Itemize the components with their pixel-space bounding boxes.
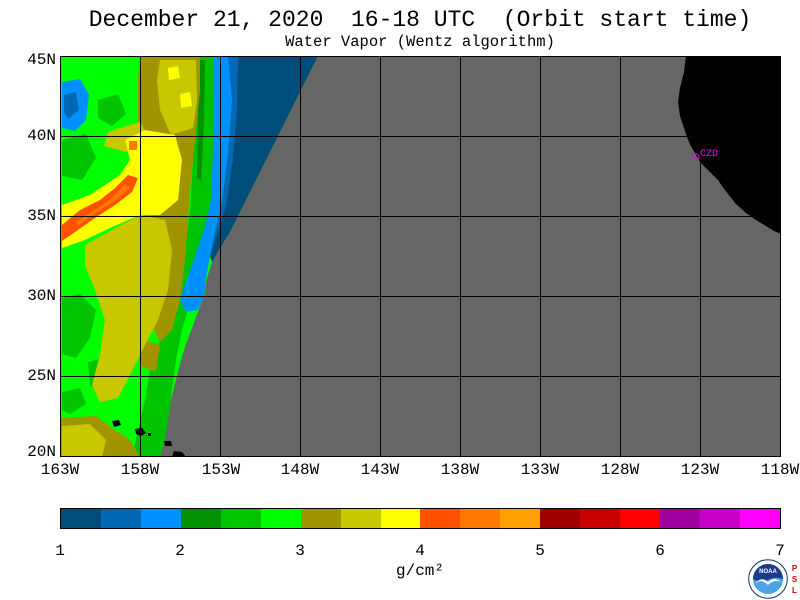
lon-label-123w: 123W [680,461,720,479]
water-vapor-field [60,56,318,457]
lon-label-143w: 143W [360,461,400,479]
colorbar-segment [380,509,421,528]
lon-label-128w: 128W [600,461,640,479]
map-subtitle: Water Vapor (Wentz algorithm) [285,33,555,51]
colorbar-segment [580,509,621,528]
island [172,451,186,457]
colorbar-label: 2 [175,542,185,560]
graticule [60,56,781,457]
water-vapor-region [210,56,240,256]
colorbar-label: 7 [775,542,785,560]
noaa-logo: NOAA [748,559,788,599]
lat-label-25n: 25N [27,367,56,385]
water-vapor-region [62,134,96,180]
water-vapor-region [129,141,137,150]
island [148,433,151,436]
water-vapor-region [180,56,232,312]
colorbar-segment [660,509,700,528]
lon-label-118w: 118W [760,461,800,479]
lon-label-163w: 163W [40,461,80,479]
water-vapor-region [62,294,96,358]
colorbar-segment [61,509,101,528]
colorbar-segment [420,509,461,528]
water-vapor-map: CZD [60,56,781,457]
land-mass [678,56,781,234]
logo-text: NOAA [759,569,777,575]
colorbar-segment [340,509,381,528]
seagull-icon [755,579,781,585]
colorbar-label: 1 [55,542,65,560]
lon-label-148w: 148W [280,461,320,479]
psl-label: PSL [790,564,799,594]
lon-label-153w: 153W [201,461,241,479]
colorbar-segment [180,509,221,528]
colorbar-segment [739,509,780,528]
water-vapor-region [64,92,79,119]
water-vapor-region [168,66,180,80]
lon-label-158w: 158W [120,461,160,479]
colorbar-segment [100,509,141,528]
station-label: CZD [700,149,718,160]
colorbar-segment [260,509,301,528]
colorbar-segment [500,509,541,528]
logo-sky [753,564,783,582]
island [164,441,172,446]
water-vapor-region [98,94,126,126]
water-vapor-region [76,184,130,226]
colorbar-label: 4 [415,542,425,560]
colorbar-segment [300,509,341,528]
colorbar-segment [140,509,181,528]
map-frame [60,56,781,457]
water-vapor-region [85,215,172,402]
colorbar-segment [620,509,661,528]
water-vapor-region [157,60,197,135]
map-title: December 21, 2020 16-18 UTC (Orbit start… [88,7,752,33]
colorbar-segment [540,509,581,528]
station-marker [692,153,700,161]
island [112,420,121,427]
colorbar-units: g/cm² [395,562,444,580]
colorbar-label: 3 [295,542,305,560]
water-vapor-region [210,56,318,262]
lon-label-138w: 138W [440,461,480,479]
water-vapor-region [62,424,106,457]
colorbar-label: 6 [655,542,665,560]
water-vapor-region [180,92,192,108]
lat-label-40n: 40N [27,127,56,145]
lat-label-45n: 45N [27,51,56,69]
colorbar-segment [460,509,501,528]
lat-label-20n: 20N [27,443,56,461]
water-vapor-region [62,388,86,414]
colorbar-label: 5 [535,542,545,560]
colorbar [60,508,781,529]
lat-label-30n: 30N [27,287,56,305]
lon-label-133w: 133W [520,461,560,479]
lat-label-35n: 35N [27,207,56,225]
colorbar-segment [700,509,740,528]
colorbar-segment [220,509,261,528]
